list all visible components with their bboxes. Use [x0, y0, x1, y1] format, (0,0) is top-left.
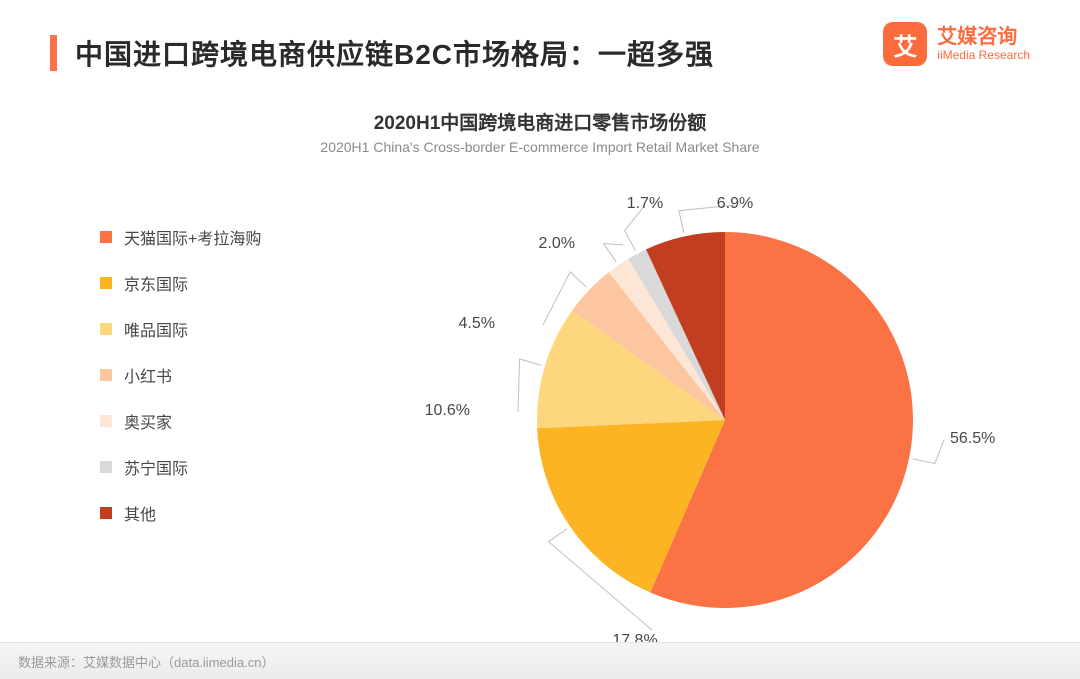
pie-value-label: 4.5% — [459, 315, 495, 333]
legend-item: 唯品国际 — [100, 317, 261, 341]
legend-swatch — [100, 369, 112, 381]
leader-line — [603, 244, 623, 263]
chart-title-en: 2020H1 China's Cross-border E-commerce I… — [0, 139, 1080, 155]
page-title: 中国进口跨境电商供应链B2C市场格局：一超多强 — [75, 33, 714, 73]
accent-bar — [50, 35, 57, 71]
legend-label: 奥买家 — [124, 409, 172, 433]
legend-swatch — [100, 323, 112, 335]
pie-value-label: 2.0% — [539, 235, 575, 253]
legend-label: 其他 — [124, 501, 156, 525]
legend: 天猫国际+考拉海购京东国际唯品国际小红书奥买家苏宁国际其他 — [100, 225, 261, 547]
legend-label: 京东国际 — [124, 271, 188, 295]
legend-label: 唯品国际 — [124, 317, 188, 341]
legend-label: 天猫国际+考拉海购 — [124, 225, 261, 249]
brand-text: 艾媒咨询 iiMedia Research — [937, 26, 1030, 62]
brand-name-cn: 艾媒咨询 — [937, 26, 1030, 48]
brand-block: 艾 艾媒咨询 iiMedia Research — [883, 22, 1030, 66]
legend-swatch — [100, 461, 112, 473]
legend-item: 京东国际 — [100, 271, 261, 295]
pie-value-label: 6.9% — [717, 195, 753, 213]
pie-svg — [355, 170, 995, 630]
legend-item: 其他 — [100, 501, 261, 525]
legend-swatch — [100, 507, 112, 519]
brand-name-en: iiMedia Research — [937, 48, 1030, 62]
legend-item: 奥买家 — [100, 409, 261, 433]
legend-swatch — [100, 231, 112, 243]
chart-title-cn: 2020H1中国跨境电商进口零售市场份额 — [0, 108, 1080, 135]
legend-item: 小红书 — [100, 363, 261, 387]
legend-swatch — [100, 415, 112, 427]
pie-value-label: 10.6% — [425, 402, 470, 420]
legend-label: 小红书 — [124, 363, 172, 387]
footer-source: 数据来源：艾媒数据中心（data.iimedia.cn） — [0, 642, 1080, 679]
brand-logo-icon: 艾 — [883, 22, 927, 66]
pie-value-label: 1.7% — [627, 195, 663, 213]
legend-label: 苏宁国际 — [124, 455, 188, 479]
legend-item: 苏宁国际 — [100, 455, 261, 479]
leader-line — [913, 440, 944, 463]
footer-text: 数据来源：艾媒数据中心（data.iimedia.cn） — [18, 652, 274, 671]
legend-swatch — [100, 277, 112, 289]
pie-value-label: 56.5% — [950, 430, 995, 448]
chart-title-block: 2020H1中国跨境电商进口零售市场份额 2020H1 China's Cros… — [0, 108, 1080, 155]
pie-chart: 56.5%17.8%10.6%4.5%2.0%1.7%6.9% — [355, 170, 995, 630]
legend-item: 天猫国际+考拉海购 — [100, 225, 261, 249]
